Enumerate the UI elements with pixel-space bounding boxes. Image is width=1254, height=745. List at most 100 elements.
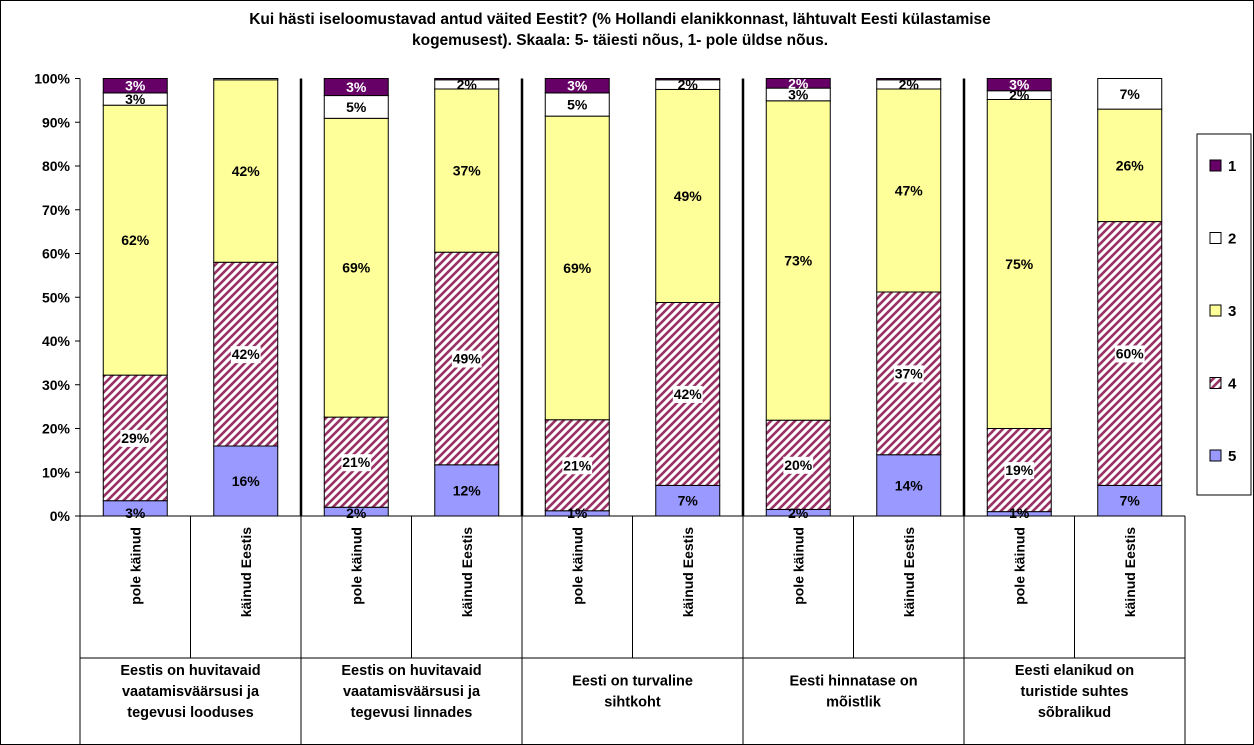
x-tick-label: pole käinud xyxy=(569,527,585,605)
data-label: 21% xyxy=(563,457,592,473)
group-label: Eesti on turvaline xyxy=(572,674,693,690)
data-label: 1% xyxy=(1009,505,1030,521)
data-label-bg xyxy=(672,385,703,403)
y-tick-label: 30% xyxy=(42,377,71,393)
y-tick-label: 60% xyxy=(42,246,71,262)
data-label: 20% xyxy=(784,457,813,473)
group-label: tegevusi looduses xyxy=(127,705,254,721)
bar-segment-3 xyxy=(213,79,279,263)
bar-segment-3 xyxy=(544,115,610,421)
data-label: 12% xyxy=(453,482,482,498)
bar-segment-3 xyxy=(1097,108,1163,223)
data-label: 60% xyxy=(1116,345,1145,361)
y-axis: 0% 10% 20% 30% 40% 50% 60% 70% 80% 90% 100% xyxy=(34,71,81,524)
data-label-bg xyxy=(451,350,482,368)
bar-segment-5 xyxy=(1097,484,1163,517)
legend-label: 1 xyxy=(1228,158,1236,175)
bar-segment-1 xyxy=(876,78,942,81)
data-label: 7% xyxy=(678,493,699,509)
legend-swatch xyxy=(1209,304,1222,317)
data-label: 3% xyxy=(788,86,809,102)
x-tick-label: pole käinud xyxy=(127,527,143,605)
x-tick-label: käinud Eestis xyxy=(1122,527,1138,617)
data-label: 49% xyxy=(674,188,703,204)
bar-segment-5 xyxy=(876,454,942,517)
group-label: mõistlik xyxy=(826,695,882,711)
group-label: turistide suhtes xyxy=(1021,684,1129,700)
group-label: vaatamisväärsusi ja xyxy=(343,684,481,700)
data-label: 73% xyxy=(784,253,813,269)
data-label: 42% xyxy=(232,163,261,179)
legend-swatch xyxy=(1209,449,1222,462)
data-label: 2% xyxy=(788,505,809,521)
bar-segment-2 xyxy=(213,78,279,81)
bar-segment-4 xyxy=(544,419,610,512)
legend-label: 2 xyxy=(1228,231,1236,248)
data-label: 5% xyxy=(346,99,367,115)
data-label: 42% xyxy=(674,386,703,402)
chart-title-line: kogemusest). Skaala: 5- täiesti nõus, 1-… xyxy=(412,32,828,49)
bar-segment-2 xyxy=(1097,78,1163,110)
legend-box xyxy=(1196,133,1252,496)
data-label-bg xyxy=(341,454,372,472)
bar-segment-3 xyxy=(323,117,389,418)
group-label: sihtkoht xyxy=(604,695,661,711)
group-label: sõbralikud xyxy=(1038,705,1111,721)
data-label: 2% xyxy=(678,77,699,93)
y-tick-label: 90% xyxy=(42,114,71,130)
data-label: 16% xyxy=(232,473,261,489)
legend-label: 3 xyxy=(1228,303,1236,320)
data-label: 49% xyxy=(453,351,482,367)
data-label: 5% xyxy=(567,97,588,113)
legend-label: 5 xyxy=(1228,448,1236,465)
bar-segment-3 xyxy=(876,88,942,293)
data-label: 69% xyxy=(563,260,592,276)
data-label-bg xyxy=(893,365,924,383)
x-tick-label: käinud Eestis xyxy=(459,527,475,617)
data-label: 26% xyxy=(1116,157,1145,173)
x-tick-label: käinud Eestis xyxy=(901,527,917,617)
group-label: Eesti hinnatase on xyxy=(789,674,917,690)
legend: 1 2 3 4 5 xyxy=(1196,133,1252,496)
x-tick-label: pole käinud xyxy=(1011,527,1027,605)
bar-segment-1 xyxy=(102,78,168,94)
bar-segment-1 xyxy=(765,78,831,89)
data-label: 14% xyxy=(895,477,924,493)
data-label: 2% xyxy=(788,75,809,91)
group-label: tegevusi linnades xyxy=(351,705,473,721)
group-label: Eesti elanikud on xyxy=(1015,663,1134,679)
chart-title-line: Kui hästi iseloomustavad antud väited Ee… xyxy=(249,11,991,28)
data-label: 7% xyxy=(1120,493,1141,509)
data-label-bg xyxy=(230,346,261,364)
data-label: 2% xyxy=(346,505,367,521)
data-label: 3% xyxy=(567,78,588,94)
x-tick-label: käinud Eestis xyxy=(680,527,696,617)
y-tick-label: 80% xyxy=(42,158,71,174)
y-tick-label: 40% xyxy=(42,333,71,349)
data-label: 21% xyxy=(342,454,371,470)
bar-segment-3 xyxy=(655,88,721,303)
data-label-bg xyxy=(120,429,151,447)
data-label: 3% xyxy=(346,79,367,95)
data-label: 37% xyxy=(895,365,924,381)
bar-segment-5 xyxy=(213,445,279,517)
y-tick-label: 0% xyxy=(50,508,71,524)
data-label: 2% xyxy=(457,76,478,92)
data-label: 3% xyxy=(125,505,146,521)
legend-swatch xyxy=(1209,159,1222,172)
group-label: Eestis on huvitavaid xyxy=(120,663,260,679)
data-label-bg xyxy=(783,456,814,474)
x-tick-label: käinud Eestis xyxy=(238,527,254,617)
bar-segment-1 xyxy=(655,78,721,81)
y-tick-label: 20% xyxy=(42,421,71,437)
legend-swatch xyxy=(1209,232,1222,244)
data-label-bg xyxy=(1114,345,1145,363)
data-label-bg xyxy=(1004,462,1035,480)
data-label: 2% xyxy=(1009,87,1030,103)
data-label: 2% xyxy=(899,76,920,92)
data-label: 47% xyxy=(895,183,924,199)
data-label: 62% xyxy=(121,232,150,248)
data-label: 69% xyxy=(342,260,371,276)
